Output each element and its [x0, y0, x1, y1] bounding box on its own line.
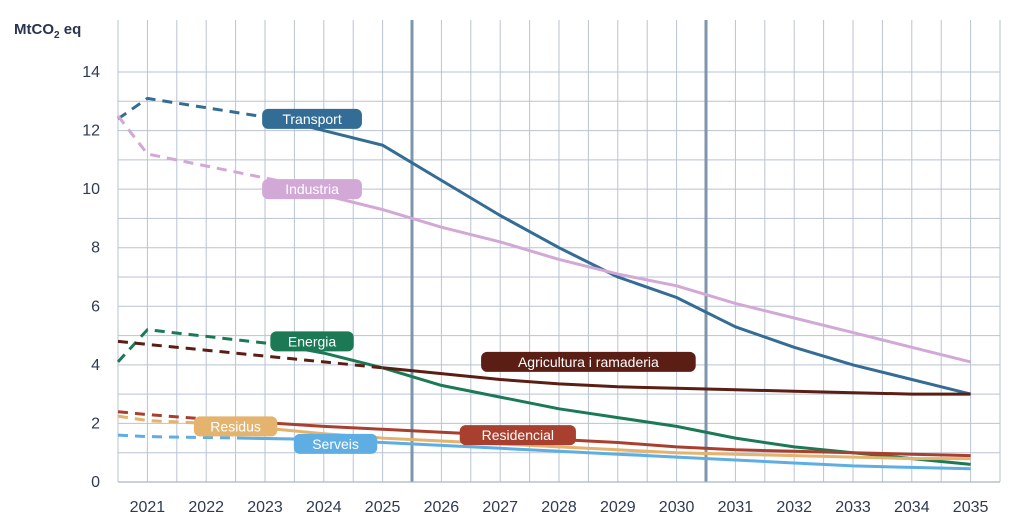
- series-label-background: [270, 331, 354, 352]
- x-tick-label: 2033: [835, 499, 871, 516]
- series-label-background: [193, 416, 278, 437]
- x-tick-label: 2032: [776, 499, 812, 516]
- series-label-background: [293, 433, 378, 454]
- series-label-badge: Residencial: [459, 425, 576, 446]
- series-label-text: Residencial: [482, 427, 554, 443]
- series-line: [276, 427, 971, 461]
- series-line-projected: [117, 96, 278, 121]
- series-labels: Transport Industria Energia Agricultura i r…: [193, 108, 696, 454]
- y-tick-label: 14: [82, 64, 100, 81]
- x-tick-label: 2025: [365, 499, 401, 516]
- x-tick-label: 2027: [482, 499, 518, 516]
- series-label-text: Energia: [288, 333, 336, 349]
- series-label-badge: Energia: [270, 331, 354, 352]
- series-line: [276, 421, 971, 458]
- y-axis-unit-label: MtCO2 eq: [14, 21, 81, 41]
- x-tick-label: 2023: [247, 499, 283, 516]
- y-tick-label: 10: [82, 181, 100, 198]
- x-tick-label: 2022: [188, 499, 224, 516]
- series-lines: [116, 96, 971, 471]
- series-label-text: Agricultura i ramaderia: [518, 354, 659, 370]
- series-label-background: [459, 425, 576, 446]
- series-label-background: [262, 179, 362, 200]
- chart-grid: [117, 20, 1001, 483]
- x-tick-label: 2021: [130, 499, 166, 516]
- series-line-projected: [117, 339, 383, 370]
- series-label-badge: Agricultura i ramaderia: [481, 351, 696, 372]
- axis-tick-labels: 0 2 4 6 8 10 12 14 2021 2022 2023 2024 2025 2026 2027 2…: [82, 64, 988, 516]
- y-tick-label: 6: [91, 298, 100, 315]
- series-line: [382, 366, 971, 396]
- series-label-badge: Serveis: [293, 433, 378, 454]
- series-label-badge: Residus: [193, 416, 278, 437]
- y-tick-label: 12: [82, 123, 100, 140]
- series-line-projected: [116, 328, 277, 363]
- series-label-text: Serveis: [312, 436, 359, 452]
- y-tick-label: 8: [91, 240, 100, 257]
- series-line-projected: [117, 433, 242, 440]
- x-tick-label: 2030: [659, 499, 695, 516]
- x-tick-label: 2035: [953, 499, 989, 516]
- series-label-badge: Industria: [262, 179, 362, 200]
- series-label-badge: Transport: [262, 108, 362, 129]
- x-tick-label: 2031: [718, 499, 754, 516]
- y-tick-label: 2: [91, 415, 100, 432]
- series-label-text: Transport: [282, 111, 342, 127]
- y-tick-label: 0: [91, 474, 100, 491]
- series-line: [276, 178, 971, 364]
- x-tick-label: 2034: [894, 499, 930, 516]
- series-label-text: Industria: [285, 181, 339, 197]
- series-label-background: [262, 108, 362, 129]
- series-label-background: [481, 351, 696, 372]
- x-tick-label: 2024: [306, 499, 342, 516]
- series-label-text: Residus: [210, 418, 261, 434]
- x-tick-label: 2028: [541, 499, 577, 516]
- series-line: [276, 117, 971, 396]
- series-line-projected: [116, 114, 278, 182]
- x-tick-label: 2026: [424, 499, 460, 516]
- y-tick-label: 4: [91, 357, 100, 374]
- x-tick-label: 2029: [600, 499, 636, 516]
- series-line: [241, 436, 971, 471]
